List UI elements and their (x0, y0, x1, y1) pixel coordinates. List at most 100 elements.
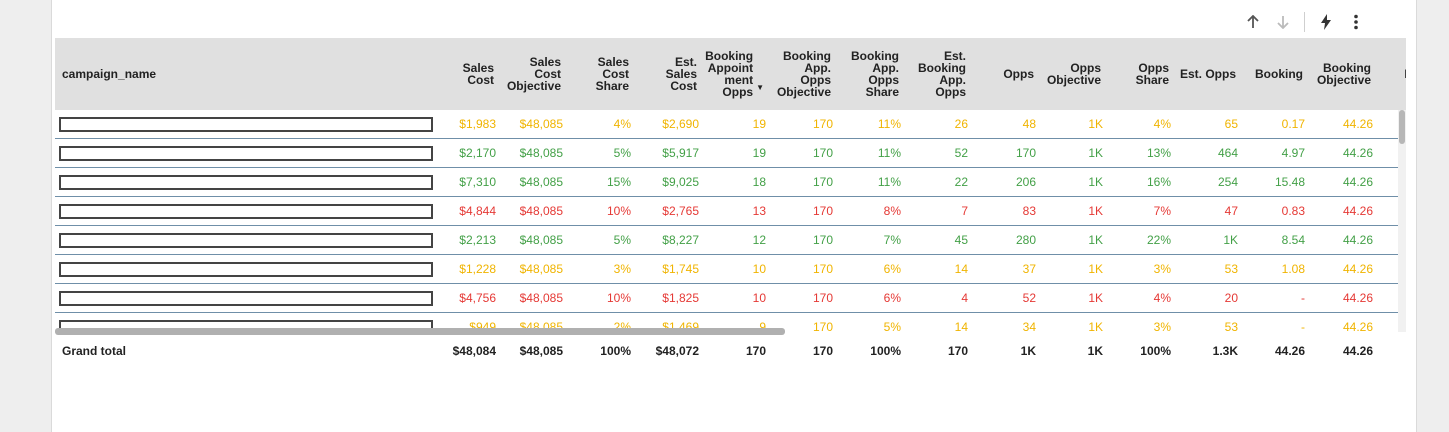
table-cell: 9 (759, 320, 766, 332)
column-header[interactable]: Booking Appoint ment Opps ▼ (703, 38, 766, 110)
campaign-name-cell[interactable] (59, 117, 433, 132)
vertical-scroll-thumb[interactable] (1399, 110, 1405, 144)
table-cell: $1,228 (459, 262, 496, 276)
campaign-name-cell[interactable] (59, 291, 433, 306)
table-cell: $48,085 (519, 233, 563, 247)
table-row[interactable]: $1,228 $48,085 3% $1,745 10 170 6% 14 37 1K 3% 53 1.… (55, 255, 1398, 284)
table-cell: $48,085 (519, 175, 563, 189)
column-header-label: Est. Booking App. Opps (918, 49, 966, 99)
column-header-label: Booking App. Opps Share (851, 49, 899, 99)
table-cell: 53 (1224, 262, 1238, 276)
table-cell: 5% (613, 233, 631, 247)
column-header-label: Sales Cost Share (595, 55, 629, 93)
column-header-label: Opps Share (1135, 61, 1169, 87)
table-cell: 5% (883, 320, 901, 332)
table-cell: 0.17 (1281, 117, 1305, 131)
table-cell: 1K (1088, 320, 1103, 332)
more-vert-icon[interactable] (1341, 10, 1371, 34)
table-toolbar (1238, 10, 1371, 34)
column-header-label: Est. Opps (1179, 67, 1236, 81)
column-header[interactable]: Sales Cost Share (567, 38, 631, 110)
table-cell: 44.26 (1342, 320, 1373, 332)
column-header-label: B (1404, 68, 1406, 80)
table-cell: - (1301, 291, 1305, 305)
table-cell: 34 (1022, 320, 1036, 332)
table-row[interactable]: $4,756 $48,085 10% $1,825 10 170 6% 4 52 1K 4% 20 - 4… (55, 284, 1398, 313)
table-cell: 6% (883, 262, 901, 276)
column-header[interactable]: Est. Opps (1175, 38, 1238, 110)
table-row[interactable]: $2,170 $48,085 5% $5,917 19 170 11% 52 170 1K 13% 4… (55, 139, 1398, 168)
table-card: campaign_name Sales Cost Sales Cost Object… (51, 0, 1417, 432)
table-cell: 44.26 (1342, 204, 1373, 218)
toolbar-divider (1304, 12, 1305, 32)
column-header[interactable]: Booking (1242, 38, 1305, 110)
column-header[interactable]: Sales Cost Objective (500, 38, 563, 110)
campaign-name-cell[interactable] (59, 175, 433, 190)
table-cell: 19 (752, 117, 766, 131)
lightning-icon[interactable] (1311, 10, 1341, 34)
horizontal-scrollbar[interactable] (55, 328, 1398, 335)
vertical-scrollbar[interactable] (1398, 110, 1406, 332)
column-header[interactable]: Opps (972, 38, 1036, 110)
table-cell: $7,310 (459, 175, 496, 189)
table-cell: 13 (752, 204, 766, 218)
column-header[interactable]: campaign_name (55, 38, 435, 110)
table-cell: 1K (1088, 117, 1103, 131)
table-cell: 206 (1015, 175, 1036, 189)
table-row[interactable]: $7,310 $48,085 15% $9,025 18 170 11% 22 206 1K 16%… (55, 168, 1398, 197)
grand-total-cell: 44.26 (1342, 344, 1373, 358)
table-cell: 4.97 (1281, 146, 1305, 160)
column-header[interactable]: Booking Objective (1309, 38, 1373, 110)
table-cell: $48,085 (519, 117, 563, 131)
campaign-name-cell[interactable] (59, 146, 433, 161)
table-cell: 19 (752, 146, 766, 160)
column-header[interactable]: Opps Objective (1040, 38, 1103, 110)
table-cell: 47 (1224, 204, 1238, 218)
table-cell: 7 (961, 204, 968, 218)
grand-total-cell: 1K (1087, 344, 1103, 358)
table-cell: 1K (1088, 262, 1103, 276)
grand-total-cell: $48,072 (655, 344, 699, 358)
table-cell: $9,025 (662, 175, 699, 189)
table-cell: $2,765 (662, 204, 699, 218)
column-header-label: campaign_name (62, 67, 157, 81)
grand-total-cell: 170 (812, 344, 833, 358)
grand-total-cell: 100% (1140, 344, 1171, 358)
table-cell: 26 (954, 117, 968, 131)
table-cell: $1,825 (662, 291, 699, 305)
column-header-label: Booking App. Opps Objective (776, 49, 831, 99)
data-table: campaign_name Sales Cost Sales Cost Object… (55, 38, 1406, 368)
table-cell: 4% (1153, 291, 1171, 305)
horizontal-scroll-thumb[interactable] (55, 328, 785, 335)
column-header-label: Opps Objective (1046, 61, 1101, 87)
arrow-down-icon[interactable] (1268, 10, 1298, 34)
table-cell: 280 (1015, 233, 1036, 247)
table-cell: 7% (1153, 204, 1171, 218)
table-row[interactable]: $4,844 $48,085 10% $2,765 13 170 8% 7 83 1K 7% 47 0.… (55, 197, 1398, 226)
table-cell: 14 (954, 262, 968, 276)
table-cell: 8% (883, 204, 901, 218)
column-header[interactable]: Est. Sales Cost (635, 38, 699, 110)
table-cell: 22% (1146, 233, 1171, 247)
campaign-name-cell[interactable] (59, 204, 433, 219)
column-header-label: Opps (1003, 67, 1034, 81)
column-header[interactable]: Opps Share (1107, 38, 1171, 110)
sort-desc-icon[interactable]: ▼ (756, 83, 764, 92)
column-header[interactable]: Sales Cost (59, 38, 496, 110)
table-cell: $1,983 (459, 117, 496, 131)
campaign-name-cell[interactable] (59, 262, 433, 277)
table-row[interactable]: $2,213 $48,085 5% $8,227 12 170 7% 45 280 1K 22% 1K… (55, 226, 1398, 255)
column-header[interactable]: Booking App. Opps Share (837, 38, 901, 110)
table-cell: 65 (1224, 117, 1238, 131)
table-row[interactable]: $1,983 $48,085 4% $2,690 19 170 11% 26 48 1K 4% 65 0… (55, 110, 1398, 139)
table-cell: 10% (606, 291, 631, 305)
table-cell: 6% (883, 291, 901, 305)
grand-total-cell: 100% (600, 344, 631, 358)
column-header[interactable]: B (1377, 38, 1406, 110)
campaign-name-cell[interactable] (59, 233, 433, 248)
column-header[interactable]: Est. Booking App. Opps (905, 38, 968, 110)
table-cell: $5,917 (662, 146, 699, 160)
arrow-up-icon[interactable] (1238, 10, 1268, 34)
column-header[interactable]: Booking App. Opps Objective (770, 38, 833, 110)
table-cell: 53 (1224, 320, 1238, 332)
